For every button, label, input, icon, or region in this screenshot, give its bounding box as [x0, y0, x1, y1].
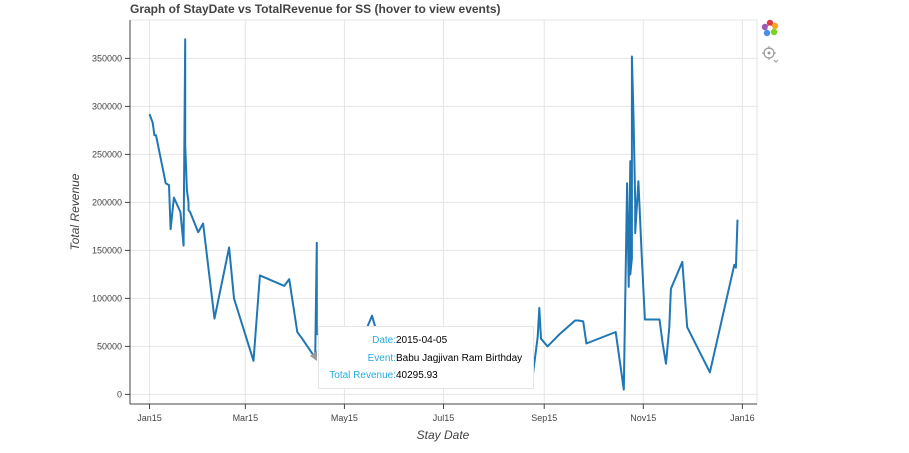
grid-lines — [130, 20, 757, 404]
x-tick-label: Nov15 — [630, 413, 656, 423]
tooltip-revenue-value: 40295.93 — [396, 370, 438, 381]
bokeh-logo-button[interactable] — [760, 18, 780, 38]
x-tick-label: May15 — [331, 413, 358, 423]
bokeh-logo-icon — [761, 19, 779, 37]
x-axis-title: Stay Date — [417, 428, 470, 442]
x-tick-label: Jul15 — [433, 413, 455, 423]
y-tick-label: 250000 — [92, 149, 122, 159]
y-tick-label: 350000 — [92, 53, 122, 63]
y-tick-label: 0 — [117, 389, 122, 399]
tooltip-date-row: Date:2015-04-05 — [319, 335, 447, 346]
hover-tool-icon — [762, 46, 779, 63]
hover-tooltip: Date:2015-04-05 Event:Babu Jagjivan Ram … — [318, 326, 534, 389]
x-tick-label: Sep15 — [531, 413, 557, 423]
tick-labels: 0 50000 100000 150000 200000 250000 300000 3500… — [92, 53, 755, 423]
tooltip-event-label: Event: — [367, 353, 396, 364]
x-tick-label: Jan16 — [730, 413, 755, 423]
y-tick-label: 300000 — [92, 101, 122, 111]
hover-tool-button[interactable] — [760, 44, 780, 64]
tooltip-pointer — [310, 351, 317, 361]
y-tick-label: 100000 — [92, 293, 122, 303]
y-tick-label: 150000 — [92, 245, 122, 255]
x-tick-label: Jan15 — [137, 413, 162, 423]
chart-title: Graph of StayDate vs TotalRevenue for SS… — [130, 2, 501, 16]
tooltip-date-label: Date: — [372, 335, 396, 346]
tooltip-revenue-label: Total Revenue: — [329, 370, 396, 381]
y-tick-label: 200000 — [92, 197, 122, 207]
chart-toolbar — [760, 18, 782, 70]
tooltip-revenue-row: Total Revenue:40295.93 — [319, 370, 438, 381]
tooltip-event-row: Event:Babu Jagjivan Ram Birthday — [319, 353, 523, 364]
tooltip-date-value: 2015-04-05 — [396, 335, 448, 346]
x-tick-label: Mar15 — [233, 413, 259, 423]
tooltip-event-value: Babu Jagjivan Ram Birthday — [396, 353, 523, 364]
y-axis-title: Total Revenue — [68, 173, 82, 250]
y-tick-label: 50000 — [97, 341, 122, 351]
